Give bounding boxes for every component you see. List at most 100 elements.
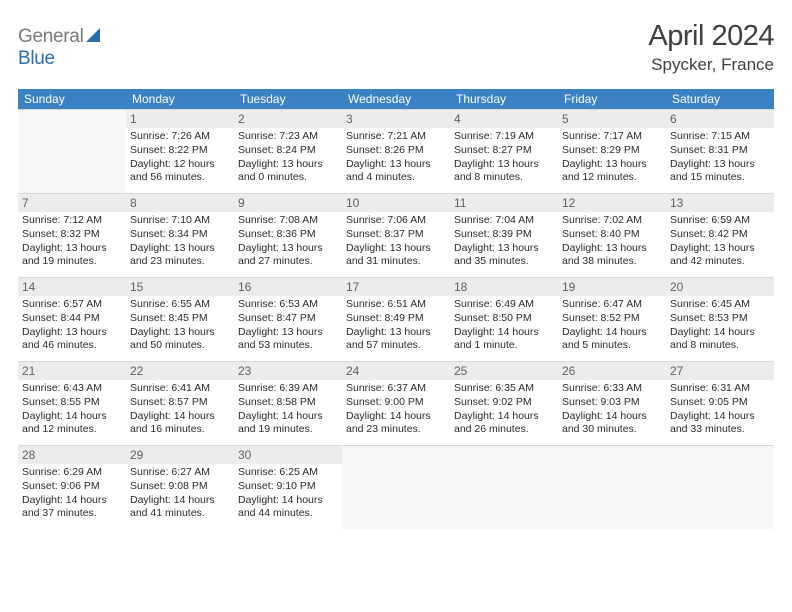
day-cell: 29Sunrise: 6:27 AMSunset: 9:08 PMDayligh…	[126, 445, 234, 529]
day-info: Sunrise: 6:31 AMSunset: 9:05 PMDaylight:…	[666, 380, 774, 441]
daylight-text: Daylight: 14 hours and 16 minutes.	[130, 410, 230, 437]
sunset-text: Sunset: 8:39 PM	[454, 228, 554, 242]
sunset-text: Sunset: 9:00 PM	[346, 396, 446, 410]
header: General Blue April 2024 Spycker, France	[18, 20, 774, 75]
sunrise-text: Sunrise: 6:41 AM	[130, 382, 230, 396]
day-cell: 20Sunrise: 6:45 AMSunset: 8:53 PMDayligh…	[666, 277, 774, 361]
day-info: Sunrise: 6:29 AMSunset: 9:06 PMDaylight:…	[18, 464, 126, 525]
daylight-text: Daylight: 13 hours and 57 minutes.	[346, 326, 446, 353]
sunrise-text: Sunrise: 6:35 AM	[454, 382, 554, 396]
logo-part2: Blue	[18, 48, 55, 69]
day-number: 20	[666, 278, 774, 296]
day-info: Sunrise: 6:55 AMSunset: 8:45 PMDaylight:…	[126, 296, 234, 357]
sunrise-text: Sunrise: 7:15 AM	[670, 130, 770, 144]
day-cell: 2Sunrise: 7:23 AMSunset: 8:24 PMDaylight…	[234, 109, 342, 193]
blank-cell	[342, 445, 450, 529]
day-number: 26	[558, 362, 666, 380]
day-info: Sunrise: 6:41 AMSunset: 8:57 PMDaylight:…	[126, 380, 234, 441]
sunrise-text: Sunrise: 6:53 AM	[238, 298, 338, 312]
daylight-text: Daylight: 14 hours and 12 minutes.	[22, 410, 122, 437]
sunrise-text: Sunrise: 6:29 AM	[22, 466, 122, 480]
sunrise-text: Sunrise: 7:10 AM	[130, 214, 230, 228]
sunset-text: Sunset: 9:08 PM	[130, 480, 230, 494]
sunrise-text: Sunrise: 7:17 AM	[562, 130, 662, 144]
sunrise-text: Sunrise: 7:26 AM	[130, 130, 230, 144]
day-number: 6	[666, 110, 774, 128]
dow-header: Saturday	[666, 89, 774, 109]
day-number: 2	[234, 110, 342, 128]
sunrise-text: Sunrise: 6:55 AM	[130, 298, 230, 312]
day-info: Sunrise: 6:43 AMSunset: 8:55 PMDaylight:…	[18, 380, 126, 441]
day-number: 9	[234, 194, 342, 212]
day-info: Sunrise: 7:17 AMSunset: 8:29 PMDaylight:…	[558, 128, 666, 189]
day-cell: 10Sunrise: 7:06 AMSunset: 8:37 PMDayligh…	[342, 193, 450, 277]
sunrise-text: Sunrise: 6:43 AM	[22, 382, 122, 396]
dow-header: Thursday	[450, 89, 558, 109]
daylight-text: Daylight: 14 hours and 19 minutes.	[238, 410, 338, 437]
day-number: 5	[558, 110, 666, 128]
blank-cell	[18, 109, 126, 193]
daylight-text: Daylight: 13 hours and 46 minutes.	[22, 326, 122, 353]
day-info: Sunrise: 6:27 AMSunset: 9:08 PMDaylight:…	[126, 464, 234, 525]
day-number: 28	[18, 446, 126, 464]
day-cell: 21Sunrise: 6:43 AMSunset: 8:55 PMDayligh…	[18, 361, 126, 445]
daylight-text: Daylight: 13 hours and 35 minutes.	[454, 242, 554, 269]
day-cell: 24Sunrise: 6:37 AMSunset: 9:00 PMDayligh…	[342, 361, 450, 445]
day-number: 25	[450, 362, 558, 380]
sunset-text: Sunset: 8:53 PM	[670, 312, 770, 326]
daylight-text: Daylight: 14 hours and 44 minutes.	[238, 494, 338, 521]
sunset-text: Sunset: 8:34 PM	[130, 228, 230, 242]
daylight-text: Daylight: 13 hours and 15 minutes.	[670, 158, 770, 185]
daylight-text: Daylight: 14 hours and 33 minutes.	[670, 410, 770, 437]
day-info: Sunrise: 7:04 AMSunset: 8:39 PMDaylight:…	[450, 212, 558, 273]
sunrise-text: Sunrise: 7:06 AM	[346, 214, 446, 228]
sunset-text: Sunset: 8:40 PM	[562, 228, 662, 242]
day-info: Sunrise: 7:15 AMSunset: 8:31 PMDaylight:…	[666, 128, 774, 189]
day-info: Sunrise: 6:59 AMSunset: 8:42 PMDaylight:…	[666, 212, 774, 273]
sunrise-text: Sunrise: 7:12 AM	[22, 214, 122, 228]
day-number: 3	[342, 110, 450, 128]
day-cell: 12Sunrise: 7:02 AMSunset: 8:40 PMDayligh…	[558, 193, 666, 277]
daylight-text: Daylight: 13 hours and 50 minutes.	[130, 326, 230, 353]
day-number: 30	[234, 446, 342, 464]
sunset-text: Sunset: 8:32 PM	[22, 228, 122, 242]
sunrise-text: Sunrise: 6:33 AM	[562, 382, 662, 396]
day-cell: 14Sunrise: 6:57 AMSunset: 8:44 PMDayligh…	[18, 277, 126, 361]
sunrise-text: Sunrise: 7:23 AM	[238, 130, 338, 144]
day-info: Sunrise: 6:39 AMSunset: 8:58 PMDaylight:…	[234, 380, 342, 441]
daylight-text: Daylight: 13 hours and 53 minutes.	[238, 326, 338, 353]
blank-cell	[666, 445, 774, 529]
daylight-text: Daylight: 13 hours and 27 minutes.	[238, 242, 338, 269]
day-number: 17	[342, 278, 450, 296]
daylight-text: Daylight: 14 hours and 26 minutes.	[454, 410, 554, 437]
daylight-text: Daylight: 14 hours and 30 minutes.	[562, 410, 662, 437]
day-number: 15	[126, 278, 234, 296]
sunset-text: Sunset: 8:55 PM	[22, 396, 122, 410]
day-cell: 23Sunrise: 6:39 AMSunset: 8:58 PMDayligh…	[234, 361, 342, 445]
sunset-text: Sunset: 8:29 PM	[562, 144, 662, 158]
sunset-text: Sunset: 8:26 PM	[346, 144, 446, 158]
sunrise-text: Sunrise: 6:49 AM	[454, 298, 554, 312]
day-cell: 26Sunrise: 6:33 AMSunset: 9:03 PMDayligh…	[558, 361, 666, 445]
sunset-text: Sunset: 9:10 PM	[238, 480, 338, 494]
daylight-text: Daylight: 13 hours and 23 minutes.	[130, 242, 230, 269]
day-cell: 22Sunrise: 6:41 AMSunset: 8:57 PMDayligh…	[126, 361, 234, 445]
day-number: 16	[234, 278, 342, 296]
sunrise-text: Sunrise: 6:31 AM	[670, 382, 770, 396]
day-number: 21	[18, 362, 126, 380]
day-cell: 4Sunrise: 7:19 AMSunset: 8:27 PMDaylight…	[450, 109, 558, 193]
sunset-text: Sunset: 8:57 PM	[130, 396, 230, 410]
sunset-text: Sunset: 8:45 PM	[130, 312, 230, 326]
day-cell: 27Sunrise: 6:31 AMSunset: 9:05 PMDayligh…	[666, 361, 774, 445]
sunrise-text: Sunrise: 7:21 AM	[346, 130, 446, 144]
sunrise-text: Sunrise: 6:37 AM	[346, 382, 446, 396]
sunset-text: Sunset: 8:44 PM	[22, 312, 122, 326]
day-cell: 13Sunrise: 6:59 AMSunset: 8:42 PMDayligh…	[666, 193, 774, 277]
sunset-text: Sunset: 8:31 PM	[670, 144, 770, 158]
sunset-text: Sunset: 8:49 PM	[346, 312, 446, 326]
day-number: 4	[450, 110, 558, 128]
day-number: 11	[450, 194, 558, 212]
logo-triangle-icon	[86, 28, 100, 42]
day-info: Sunrise: 6:25 AMSunset: 9:10 PMDaylight:…	[234, 464, 342, 525]
day-info: Sunrise: 7:12 AMSunset: 8:32 PMDaylight:…	[18, 212, 126, 273]
